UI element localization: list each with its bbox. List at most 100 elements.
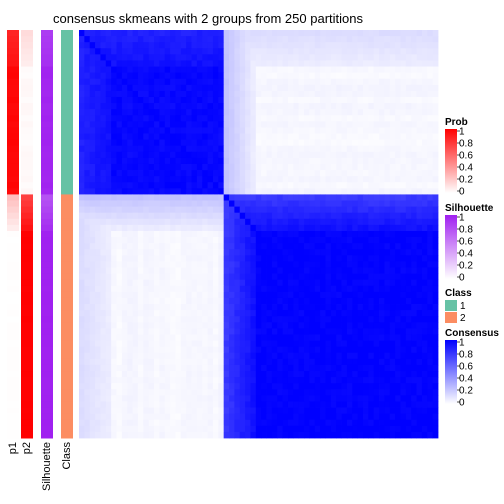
p1-cell	[7, 328, 19, 335]
p1-cell	[7, 310, 19, 317]
consensus-cell	[202, 395, 208, 402]
consensus-cell	[175, 200, 182, 207]
consensus-cell	[164, 328, 171, 335]
consensus-cell	[325, 66, 332, 74]
consensus-cell	[384, 425, 391, 433]
consensus-cell	[154, 413, 160, 421]
consensus-cell	[127, 291, 133, 299]
consensus-cell	[389, 30, 396, 37]
consensus-cell	[304, 170, 310, 177]
consensus-cell	[271, 66, 278, 74]
consensus-cell	[325, 383, 332, 390]
consensus-cell	[421, 401, 428, 408]
consensus-cell	[400, 115, 407, 122]
consensus-cell	[411, 413, 417, 421]
consensus-cell	[223, 413, 230, 421]
consensus-cell	[357, 364, 364, 372]
consensus-cell	[116, 334, 123, 341]
consensus-cell	[373, 151, 380, 159]
consensus-cell	[170, 279, 176, 287]
consensus-cell	[373, 206, 380, 214]
consensus-cell	[373, 163, 380, 171]
consensus-cell	[416, 121, 423, 128]
consensus-cell	[255, 60, 262, 67]
consensus-cell	[218, 133, 225, 141]
consensus-cell	[207, 431, 214, 439]
consensus-cell	[314, 194, 321, 201]
consensus-cell	[282, 170, 289, 177]
consensus-cell	[427, 395, 434, 402]
consensus-cell	[164, 425, 171, 433]
consensus-cell	[346, 407, 353, 415]
consensus-cell	[309, 358, 316, 366]
consensus-cell	[405, 194, 412, 201]
consensus-cell	[336, 163, 342, 171]
consensus-cell	[261, 358, 267, 366]
consensus-cell	[191, 109, 198, 116]
consensus-cell	[127, 425, 133, 433]
consensus-cell	[384, 121, 391, 128]
consensus-cell	[202, 36, 208, 43]
consensus-cell	[180, 285, 187, 293]
consensus-cell	[309, 84, 316, 92]
consensus-cell	[320, 157, 326, 165]
consensus-cell	[330, 30, 337, 37]
consensus-cell	[282, 352, 289, 360]
consensus-cell	[266, 48, 273, 55]
consensus-cell	[100, 218, 107, 226]
consensus-cell	[175, 291, 182, 299]
consensus-cell	[309, 285, 316, 293]
consensus-cell	[330, 200, 337, 207]
consensus-cell	[330, 224, 337, 232]
silhouette-cell	[41, 316, 53, 323]
consensus-cell	[309, 243, 316, 250]
consensus-cell	[314, 352, 321, 360]
consensus-cell	[395, 291, 401, 299]
consensus-cell	[368, 413, 375, 421]
consensus-cell	[421, 237, 428, 244]
consensus-cell	[95, 297, 101, 305]
consensus-cell	[320, 328, 326, 335]
consensus-cell	[202, 358, 208, 366]
consensus-cell	[277, 273, 284, 281]
consensus-cell	[352, 151, 359, 159]
consensus-cell	[186, 145, 192, 153]
consensus-cell	[159, 60, 166, 67]
consensus-cell	[127, 297, 133, 305]
consensus-cell	[196, 352, 203, 360]
consensus-cell	[346, 121, 353, 128]
consensus-cell	[207, 377, 214, 384]
consensus-cell	[84, 115, 91, 122]
consensus-cell	[186, 36, 192, 43]
consensus-cell	[196, 78, 203, 86]
consensus-cell	[245, 328, 251, 335]
consensus-cell	[389, 249, 396, 256]
consensus-cell	[159, 358, 166, 366]
consensus-cell	[282, 151, 289, 159]
consensus-cell	[314, 90, 321, 98]
consensus-cell	[116, 352, 123, 360]
consensus-cell	[336, 115, 342, 122]
consensus-cell	[137, 176, 144, 183]
consensus-cell	[389, 72, 396, 80]
consensus-cell	[304, 334, 310, 341]
p1-cell	[7, 273, 19, 281]
consensus-cell	[421, 255, 428, 262]
consensus-cell	[416, 419, 423, 427]
consensus-cell	[379, 249, 385, 256]
consensus-cell	[336, 48, 342, 55]
consensus-cell	[202, 121, 208, 128]
consensus-cell	[212, 230, 219, 238]
legend-tick-label: 0.8	[459, 225, 473, 236]
consensus-cell	[148, 395, 155, 402]
consensus-cell	[346, 358, 353, 366]
consensus-cell	[212, 54, 219, 61]
consensus-cell	[100, 377, 107, 384]
consensus-cell	[314, 96, 321, 104]
consensus-cell	[191, 200, 198, 207]
consensus-cell	[389, 364, 396, 372]
consensus-cell	[379, 371, 385, 378]
consensus-cell	[239, 316, 246, 323]
consensus-cell	[202, 96, 208, 104]
consensus-cell	[105, 115, 112, 122]
